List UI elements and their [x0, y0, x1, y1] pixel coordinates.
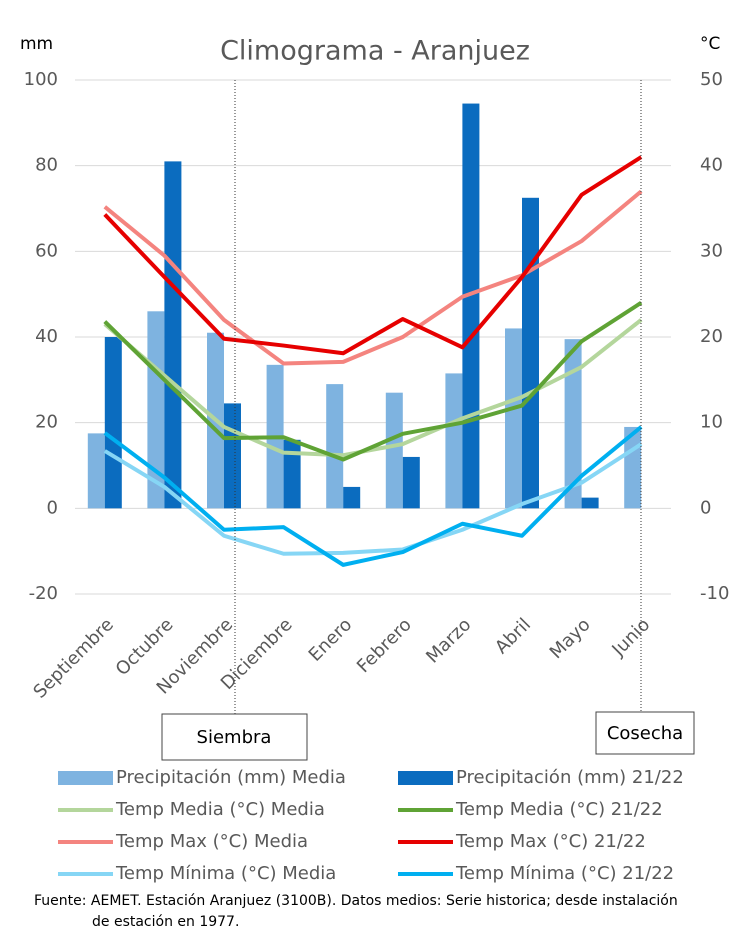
bar — [462, 103, 480, 509]
bar — [505, 328, 522, 509]
bar — [326, 384, 344, 509]
legend-label: Temp Media (°C) Media — [115, 799, 325, 820]
bar — [224, 403, 241, 509]
legend-label: Temp Media (°C) 21/22 — [455, 799, 663, 820]
legend-label: Precipitación (mm) 21/22 — [456, 767, 684, 788]
chart-title: Climograma - Aranjuez — [220, 36, 530, 67]
legend-swatch — [398, 771, 453, 785]
annotation-box — [595, 711, 695, 755]
y2-tick-label: -10 — [700, 583, 729, 604]
legend-item: Temp Mínima (°C) 21/22 — [398, 863, 674, 884]
bar — [164, 161, 182, 509]
legend-swatch — [58, 771, 113, 785]
source: de estación en 1977. — [92, 914, 239, 930]
bar — [445, 373, 463, 509]
bar — [343, 486, 361, 509]
bar — [283, 439, 301, 509]
legend-item: Precipitación (mm) Media — [58, 767, 346, 788]
y-tick-label: 60 — [35, 240, 58, 261]
y-tick-label: 0 — [47, 497, 58, 518]
line — [103, 442, 643, 556]
legend-label: Temp Max (°C) 21/22 — [455, 831, 646, 852]
source: Fuente: AEMET. Estación Aranjuez (3100B)… — [34, 893, 678, 909]
y2-tick-label: 10 — [700, 412, 723, 433]
y2-tick-label: 20 — [700, 326, 723, 347]
y2-tick-label: 30 — [700, 240, 723, 261]
y-tick-label: 20 — [35, 412, 58, 433]
line — [103, 189, 643, 366]
legend-label: Temp Mínima (°C) Media — [115, 863, 336, 884]
y-axis-label: mm — [20, 34, 53, 54]
legend-item: Precipitación (mm) 21/22 — [398, 767, 684, 788]
line — [103, 155, 643, 356]
legend-item: Temp Max (°C) Media — [58, 831, 308, 852]
line — [103, 425, 643, 567]
bar — [104, 337, 122, 509]
y2-tick-label: 0 — [700, 497, 711, 518]
y2-axis-label: °C — [700, 34, 720, 54]
annotation: Siembra — [197, 727, 272, 748]
bar — [402, 456, 420, 509]
y-tick-label: -20 — [29, 583, 58, 604]
y-tick-label: 40 — [35, 326, 58, 347]
bar — [147, 311, 165, 509]
bar — [522, 197, 539, 509]
legend-item: Temp Media (°C) Media — [58, 799, 325, 820]
bar — [581, 497, 599, 509]
bar — [87, 433, 105, 509]
y-tick-label: 100 — [24, 69, 58, 90]
annotation: Cosecha — [607, 723, 683, 744]
legend-item: Temp Media (°C) 21/22 — [398, 799, 663, 820]
bar — [385, 392, 403, 509]
legend-item: Temp Mínima (°C) Media — [58, 863, 336, 884]
line — [103, 318, 643, 458]
legend-item: Temp Max (°C) 21/22 — [398, 831, 646, 852]
y2-tick-label: 40 — [700, 155, 723, 176]
bar — [564, 339, 582, 509]
legend-label: Temp Max (°C) Media — [115, 831, 308, 852]
annotation-box — [161, 713, 308, 761]
legend-label: Precipitación (mm) Media — [116, 767, 346, 788]
legend-label: Temp Mínima (°C) 21/22 — [455, 863, 674, 884]
y2-tick-label: 50 — [700, 69, 723, 90]
y-tick-label: 80 — [35, 155, 58, 176]
line — [103, 301, 643, 462]
